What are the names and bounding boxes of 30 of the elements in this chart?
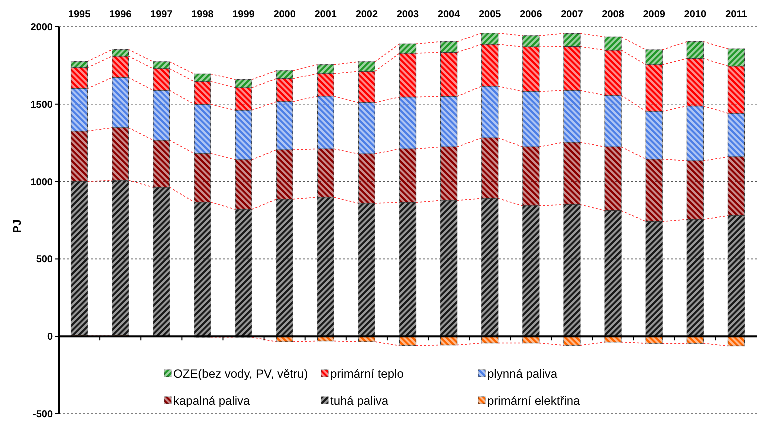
legend-label: tuhá paliva (330, 394, 389, 408)
y-tick-label: 2000 (30, 22, 54, 34)
x-tick-label: 2008 (602, 10, 625, 20)
x-tick-label: 2006 (520, 10, 543, 20)
x-tick-label: 2003 (396, 10, 420, 20)
x-tick-label: 2004 (438, 10, 461, 20)
legend-label: OZE(bez vody, PV, větru) (174, 367, 308, 382)
x-tick-label: 2002 (356, 10, 378, 20)
x-tick-label: 2001 (314, 10, 338, 20)
y-axis-title: PJ (12, 220, 24, 234)
legend-label: plynná paliva (488, 367, 558, 382)
y-tick-label: 500 (36, 254, 54, 266)
y-tick-label: -500 (32, 410, 54, 420)
x-tick-label: 2011 (726, 10, 748, 20)
y-tick-label: 0 (47, 332, 54, 344)
x-tick-label: 2010 (684, 10, 707, 20)
legend-label: primární elektřina (488, 394, 581, 408)
x-tick-label: 2000 (274, 10, 296, 20)
x-tick-label: 1999 (232, 10, 256, 20)
legend-label: kapalná paliva (174, 394, 251, 408)
x-tick-label: 1996 (109, 10, 132, 20)
x-tick-label: 2005 (478, 10, 502, 20)
x-tick-label: 1995 (68, 10, 92, 20)
y-tick-label: 1500 (30, 100, 54, 111)
x-tick-label: 1998 (192, 10, 214, 20)
legend-label: primární teplo (330, 367, 404, 382)
y-tick-label: 1000 (30, 177, 54, 188)
x-tick-label: 1997 (150, 10, 174, 20)
x-tick-label: 2009 (643, 10, 666, 20)
x-tick-label: 2007 (561, 10, 584, 20)
